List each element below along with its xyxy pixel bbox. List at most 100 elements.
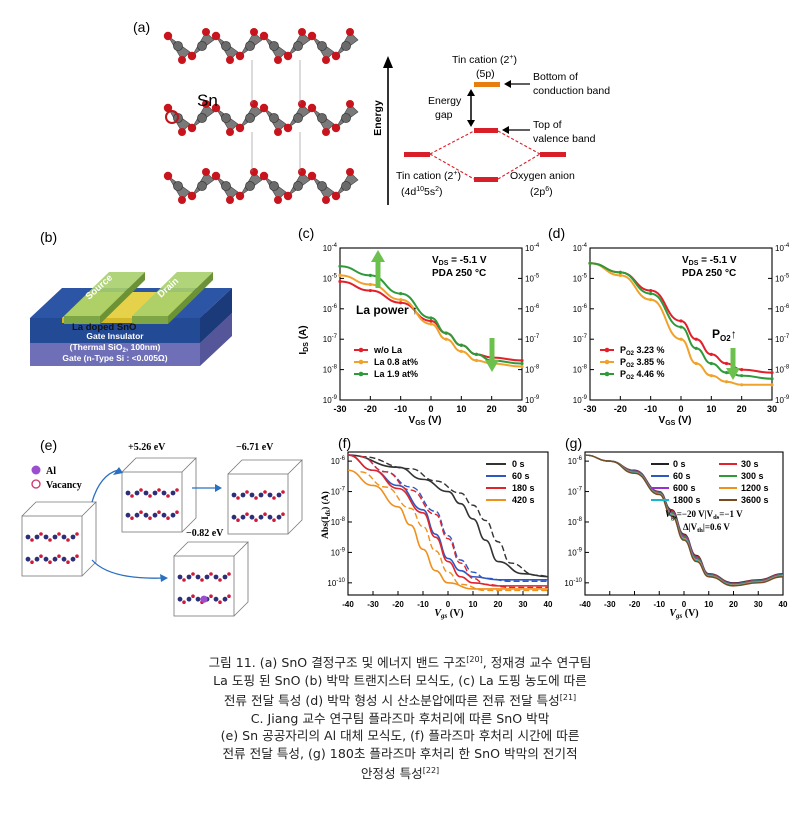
c-data-point	[459, 343, 463, 347]
o-atom	[281, 512, 285, 516]
c-y-tick-label: 10-9	[323, 395, 338, 405]
cb-pointer-arrow-icon	[504, 80, 511, 88]
f-series-line-reverse	[360, 455, 548, 578]
sn-atom	[152, 512, 158, 518]
d-data-point	[740, 374, 744, 378]
c-data-point	[368, 288, 372, 293]
supercell-box	[173, 541, 249, 617]
c-y-tick-label-right: 10-6	[525, 304, 540, 314]
c-data-point	[338, 273, 342, 277]
c-y-tick-label-right: 10-5	[525, 273, 540, 283]
top-vb-label-2: valence band	[533, 133, 596, 145]
o-atom	[48, 538, 52, 542]
oxygen-atom	[163, 31, 173, 41]
oxygen-atom	[259, 171, 269, 181]
f-x-tick-label: 20	[494, 600, 503, 609]
o-atom	[191, 572, 195, 576]
panel-g-label: (g)	[565, 435, 582, 451]
d-y-tick-label: 10-7	[573, 334, 588, 344]
c-y-tick-label-right: 10-9	[525, 395, 540, 405]
f-y-tick-label: 10-8	[331, 517, 346, 527]
c-legend-marker	[358, 371, 364, 377]
d-x-tick-label: 20	[737, 404, 747, 414]
tin-atom	[221, 113, 231, 123]
c-data-point	[368, 282, 372, 287]
sn-atom	[222, 596, 228, 602]
panel-e-label: (e)	[40, 437, 57, 453]
tin-left-label: Tin cation (2+)	[396, 170, 461, 182]
o-atom	[272, 496, 276, 500]
c-y-tick-label: 10-6	[323, 304, 338, 314]
c-y-tick-label: 10-7	[323, 334, 338, 344]
gate-front-face	[30, 343, 200, 366]
sn-atom	[25, 534, 31, 540]
d-legend-label: PO2 3.23 %	[620, 345, 665, 357]
energy-label-1: +5.26 eV	[128, 442, 166, 453]
oxygen-atom	[163, 171, 173, 181]
c-data-point	[368, 273, 372, 277]
g-x-tick-label: 10	[704, 600, 713, 609]
sn-atom	[213, 596, 219, 602]
c-x-tick-label: 0	[428, 404, 433, 414]
supercell-side	[181, 458, 197, 533]
d-data-point	[770, 383, 774, 387]
sn-atom	[125, 490, 131, 496]
panel-c-condition-1: VDS = -5.1 V	[432, 255, 487, 267]
c-x-tick-label: -10	[394, 404, 407, 414]
d-data-point	[679, 337, 683, 341]
al-atom	[200, 595, 208, 603]
c-data-point	[520, 358, 524, 363]
tin-5s-level	[404, 152, 430, 157]
d-data-point	[679, 325, 683, 329]
sn-atom	[61, 534, 67, 540]
orbital-mixing-lines	[429, 130, 541, 180]
tin-atom	[197, 181, 207, 191]
o-atom	[39, 554, 43, 558]
d-y-tick-label-right: 10-8	[775, 365, 790, 375]
energy-label-3: −0.82 eV	[186, 528, 224, 539]
o-atom	[48, 560, 52, 564]
o-atom	[236, 518, 240, 522]
g-x-tick-label: 40	[779, 600, 788, 609]
o-atom	[66, 560, 70, 564]
gate-insulator-detail: (Thermal SiO2, 100nm)	[70, 342, 161, 354]
tin-atom	[269, 41, 279, 51]
supercell-top	[121, 457, 197, 473]
bonding-level	[474, 177, 498, 182]
panel-d-condition-1: VDS = -5.1 V	[682, 255, 737, 267]
o-atom	[148, 494, 152, 498]
sn-atom	[267, 492, 273, 498]
oxygen-atom	[250, 100, 258, 108]
oxygen-atom	[307, 103, 317, 113]
o-atom	[57, 532, 61, 536]
o-atom	[166, 516, 170, 520]
tin-top-orbital: (5p)	[476, 68, 495, 80]
al-legend-icon	[31, 465, 41, 475]
gate-side-face	[200, 313, 232, 366]
tin-atom	[173, 41, 183, 51]
valence-band-top-level	[474, 128, 498, 133]
sn-atom	[161, 490, 167, 496]
d-data-point	[618, 270, 622, 274]
oxygen-atom	[283, 191, 293, 201]
o-atom	[57, 554, 61, 558]
oxygen-atom	[322, 56, 330, 64]
oxygen-atom	[283, 123, 293, 133]
sn-atom	[240, 492, 246, 498]
o-atom	[272, 518, 276, 522]
oxygen-atom	[322, 196, 330, 204]
panel-c-condition-2: PDA 250 °C	[432, 268, 486, 279]
c-data-point	[429, 316, 433, 320]
tin-atom	[293, 113, 303, 123]
bottom-cb-label-2: conduction band	[533, 85, 610, 97]
g-x-tick-label: -40	[579, 600, 591, 609]
g-legend-label: 1800 s	[673, 495, 701, 505]
d-x-tick-label: 10	[706, 404, 716, 414]
tin-atom	[221, 41, 231, 51]
oxygen-atom	[187, 123, 197, 133]
d-y-tick-label-right: 10-7	[775, 334, 790, 344]
d-legend-label: PO2 4.46 %	[620, 369, 665, 381]
caption-line-3: 전류 전달 특성 (d) 박막 형성 시 산소분압에따른 전류 전달 특성[21…	[223, 693, 577, 709]
d-legend-marker	[604, 347, 610, 353]
sn-atom	[161, 512, 167, 518]
